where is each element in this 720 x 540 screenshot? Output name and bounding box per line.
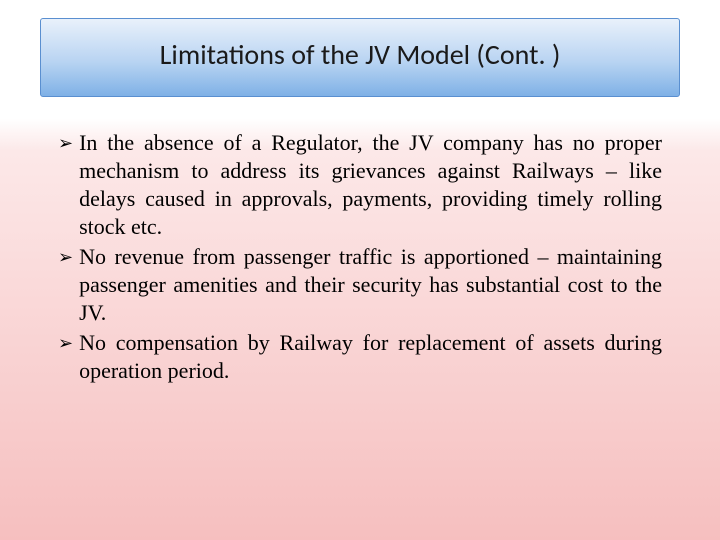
bullet-item: ➢ In the absence of a Regulator, the JV …: [58, 129, 662, 241]
bullet-text: No revenue from passenger traffic is app…: [79, 243, 662, 327]
bullet-item: ➢ No compensation by Railway for replace…: [58, 329, 662, 385]
bullet-text: In the absence of a Regulator, the JV co…: [79, 129, 662, 241]
title-box: Limitations of the JV Model (Cont. ): [40, 18, 680, 97]
bullet-marker-icon: ➢: [58, 129, 73, 157]
bullet-item: ➢ No revenue from passenger traffic is a…: [58, 243, 662, 327]
bullet-marker-icon: ➢: [58, 243, 73, 271]
slide-body: ➢ In the absence of a Regulator, the JV …: [24, 125, 696, 385]
slide: Limitations of the JV Model (Cont. ) ➢ I…: [0, 0, 720, 540]
bullet-text: No compensation by Railway for replaceme…: [79, 329, 662, 385]
bullet-marker-icon: ➢: [58, 329, 73, 357]
slide-title: Limitations of the JV Model (Cont. ): [51, 37, 669, 72]
